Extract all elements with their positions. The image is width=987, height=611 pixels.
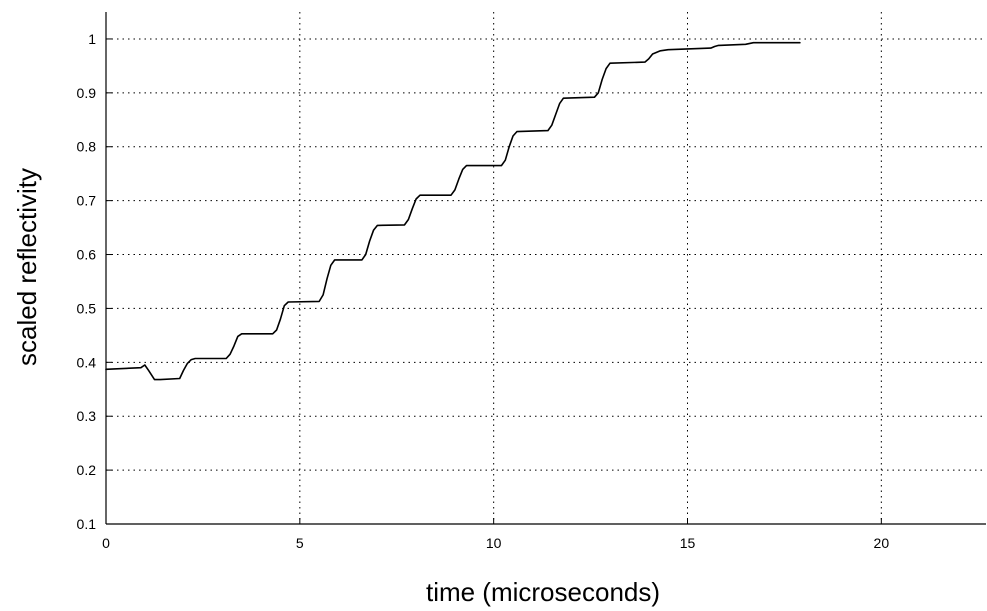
- y-tick-label: 1: [88, 31, 96, 47]
- y-tick-label: 0.7: [77, 193, 97, 209]
- y-axis-label: scaled reflectivity: [12, 168, 42, 366]
- y-tick-label: 0.3: [77, 408, 97, 424]
- axis-ticks: 0 5 10 15 20 0.1 0.2 0.3 0.4 0.5 0.6 0.7 0.8 0.9 1: [77, 31, 890, 551]
- y-tick-label: 0.8: [77, 139, 97, 155]
- y-tick-label: 0.1: [77, 516, 97, 532]
- x-tick-label: 10: [486, 535, 502, 551]
- grid: [106, 12, 986, 524]
- y-tick-label: 0.2: [77, 462, 97, 478]
- series-line-0: [105, 41, 801, 381]
- y-tick-label: 0.9: [77, 85, 97, 101]
- x-tick-label: 15: [680, 535, 696, 551]
- x-tick-label: 20: [874, 535, 890, 551]
- y-tick-label: 0.5: [77, 300, 97, 316]
- series-group: [105, 41, 801, 381]
- x-tick-label: 0: [102, 535, 110, 551]
- x-tick-label: 5: [296, 535, 304, 551]
- y-tick-label: 0.4: [77, 354, 97, 370]
- x-axis-label: time (microseconds): [426, 577, 660, 607]
- y-tick-label: 0.6: [77, 247, 97, 263]
- plot-frame: [105, 12, 986, 525]
